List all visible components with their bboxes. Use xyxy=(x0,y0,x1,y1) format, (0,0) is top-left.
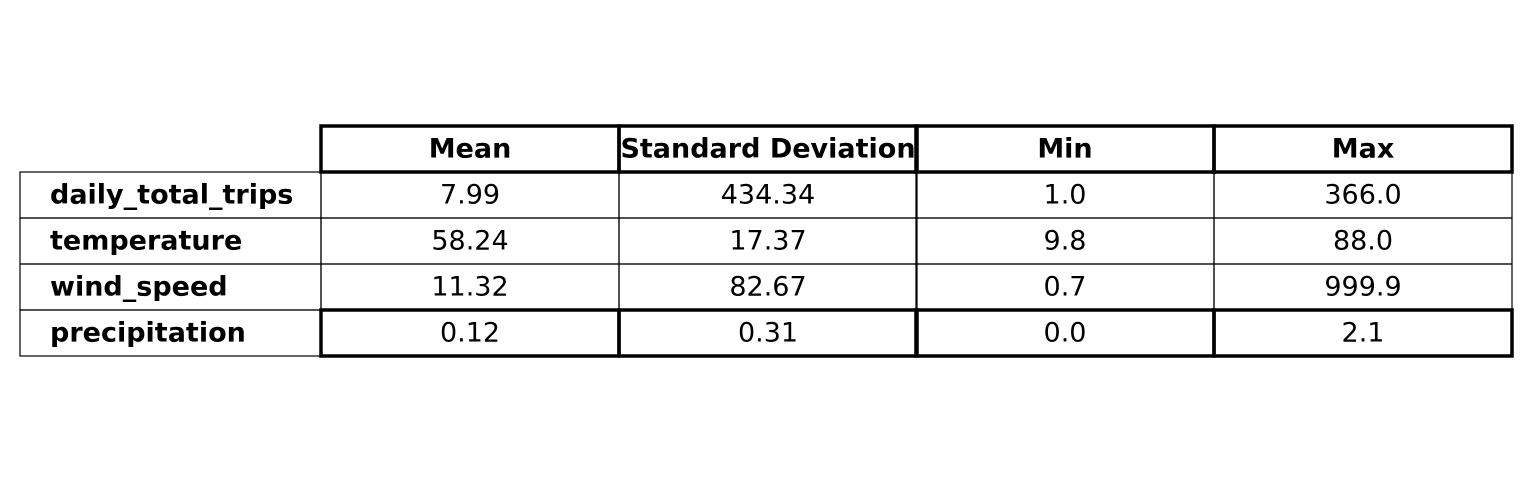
header-cell xyxy=(1212,124,1514,174)
cell-value: 999.9 xyxy=(1324,272,1401,303)
cell-value: 366.0 xyxy=(1324,180,1401,211)
cell-value: 2.1 xyxy=(1342,318,1385,349)
cell-value: 11.32 xyxy=(431,272,508,303)
cell-value: 434.34 xyxy=(721,180,815,211)
column-header: Max xyxy=(1332,134,1395,165)
cell-value: 0.7 xyxy=(1044,272,1087,303)
row-label: temperature xyxy=(50,226,242,257)
row-label: daily_total_trips xyxy=(50,180,293,211)
column-header: Standard Deviation xyxy=(620,134,915,165)
cell-value: 1.0 xyxy=(1044,180,1087,211)
cell-value: 17.37 xyxy=(729,226,806,257)
cell-value: 9.8 xyxy=(1044,226,1087,257)
row-label: precipitation xyxy=(50,318,246,349)
column-header: Min xyxy=(1037,134,1092,165)
cell-value: 0.31 xyxy=(738,318,798,349)
cell-value: 88.0 xyxy=(1333,226,1393,257)
last-row-cell xyxy=(1212,308,1514,358)
row-label: wind_speed xyxy=(50,272,228,303)
cell-value: 82.67 xyxy=(729,272,806,303)
cell-value: 58.24 xyxy=(431,226,508,257)
cell-value: 0.12 xyxy=(440,318,500,349)
cell-value: 0.0 xyxy=(1044,318,1087,349)
column-header: Mean xyxy=(429,134,512,165)
cell-value: 7.99 xyxy=(440,180,500,211)
